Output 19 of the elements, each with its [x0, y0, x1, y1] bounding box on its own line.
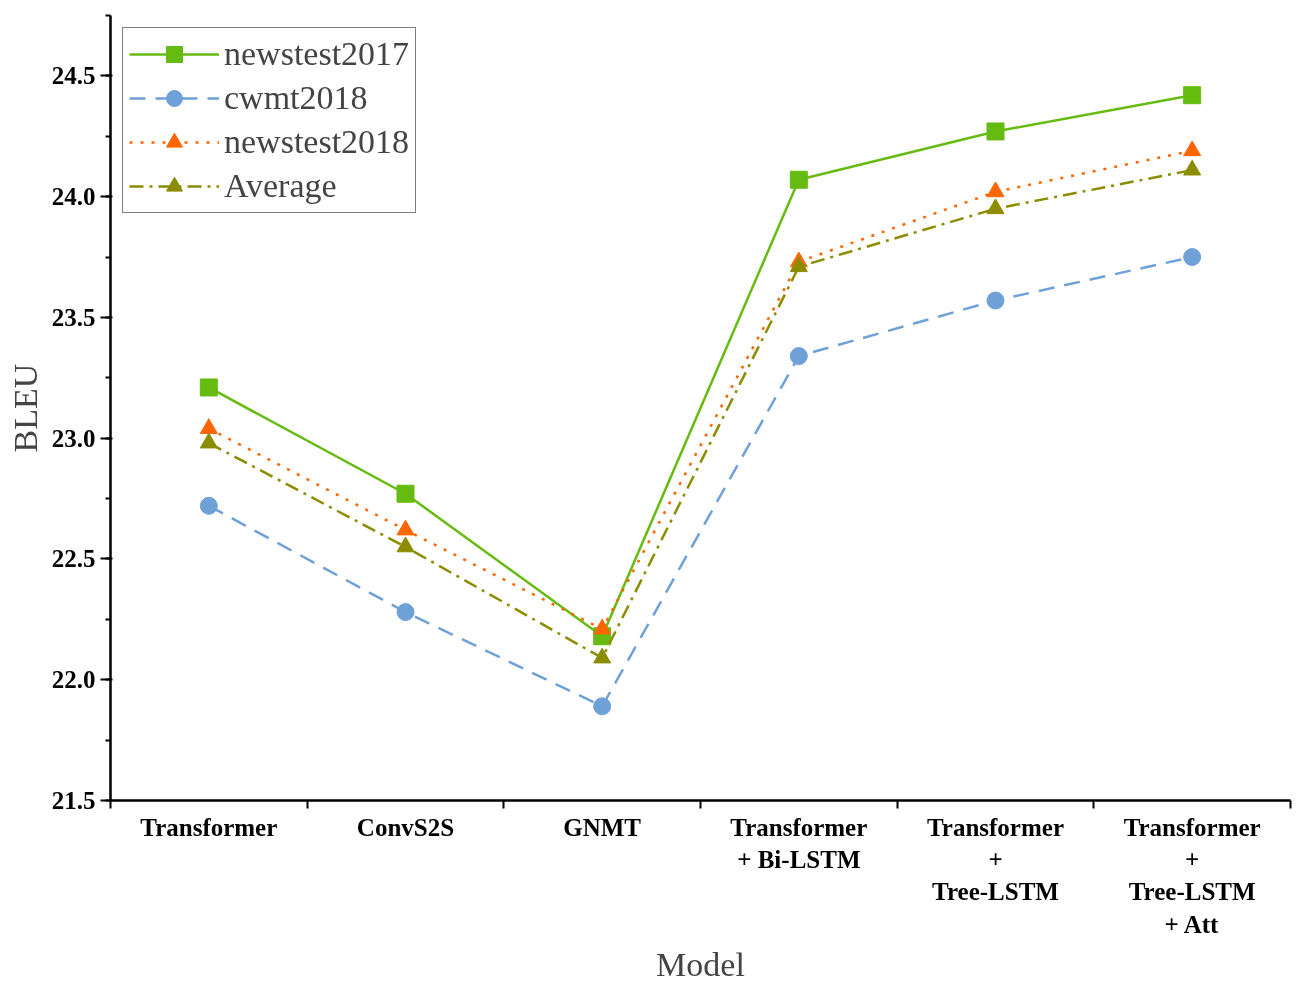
legend-label: newstest2018 [224, 122, 410, 162]
x-tick-label: Transformer + Tree-LSTM + Att [1123, 813, 1261, 938]
y-axis-title: BLEU [6, 363, 44, 453]
x-tick-label: Transformer [140, 813, 278, 841]
y-tick-label: 23.0 [51, 424, 96, 452]
x-tick-label: ConvS2S [356, 813, 455, 841]
legend-label: newstest2017 [224, 34, 410, 74]
y-tick-label: 24.0 [51, 183, 96, 211]
x-tick-label: Transformer + Tree-LSTM [927, 813, 1065, 906]
y-tick-label: 22.0 [51, 666, 96, 694]
x-tick-label: Transformer + Bi-LSTM [730, 813, 868, 873]
y-tick-label: 21.5 [51, 787, 96, 814]
x-axis-title: Model [656, 945, 745, 983]
legend-label: Average [224, 166, 337, 206]
y-tick-label: 23.5 [51, 303, 96, 331]
y-tick-label: 22.5 [51, 545, 96, 573]
legend-label: cwmt2018 [224, 78, 368, 118]
x-tick-label: GNMT [563, 813, 642, 841]
y-tick-label: 24.5 [51, 62, 96, 90]
